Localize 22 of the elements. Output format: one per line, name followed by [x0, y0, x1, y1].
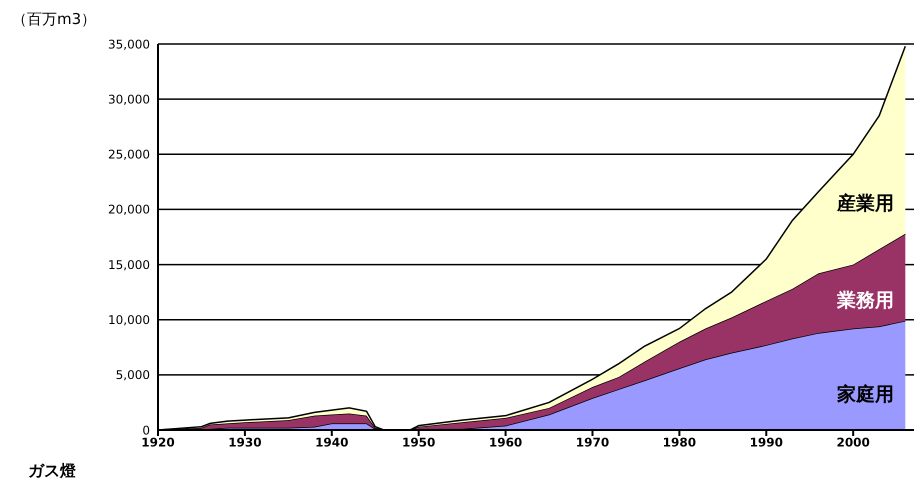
x-tick-label: 1940: [315, 436, 348, 450]
y-tick-label: 5,000: [116, 368, 150, 382]
x-tick-label: 1960: [488, 436, 522, 450]
y-tick-label: 15,000: [108, 258, 150, 272]
x-tick-label: 1950: [402, 436, 436, 450]
x-tick-label: 2000: [836, 436, 870, 450]
x-tick-label: 1980: [662, 436, 696, 450]
series-label: 業務用: [836, 289, 894, 312]
y-tick-label: 10,000: [108, 312, 150, 327]
y-tick-label: 0: [142, 423, 150, 438]
y-tick-label: 20,000: [108, 202, 150, 217]
y-tick-label: 30,000: [108, 92, 150, 106]
x-tick-label: 1990: [750, 436, 783, 450]
series-label: 家庭用: [836, 384, 894, 406]
y-tick-label: 25,000: [108, 148, 150, 162]
x-tick-label: 1930: [228, 436, 262, 450]
text: ガス燈: [28, 461, 76, 482]
x-tick-label: 1920: [141, 436, 175, 450]
x-tick-label: 1970: [576, 436, 610, 450]
y-axis-title: （百万m3）: [12, 10, 96, 29]
y-tick-label: 35,000: [108, 37, 150, 52]
series-label: 産業用: [836, 192, 894, 214]
